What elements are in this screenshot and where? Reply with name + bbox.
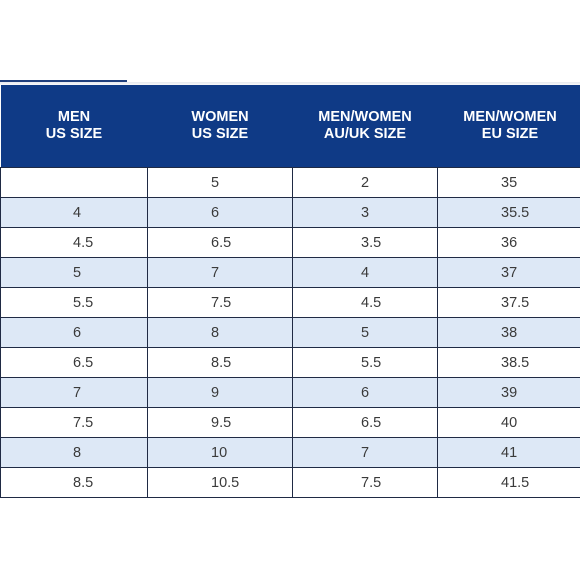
cell-women-us: 5	[147, 167, 293, 198]
cell-women-us: 6	[147, 197, 293, 228]
cell-eu: 37	[437, 257, 580, 288]
header-line: AU/UK SIZE	[323, 126, 407, 142]
header-au-uk-size: MEN/WOMEN AU/UK SIZE	[292, 85, 438, 168]
cell-women-us: 8.5	[147, 347, 293, 378]
header-line: MEN	[57, 109, 91, 125]
cell-au-uk: 5	[292, 317, 438, 348]
header-line: US SIZE	[191, 126, 249, 142]
cell-eu: 38	[437, 317, 580, 348]
cell-women-us: 10.5	[147, 467, 293, 498]
cell-eu: 37.5	[437, 287, 580, 318]
cell-au-uk: 4	[292, 257, 438, 288]
cell-women-us: 9.5	[147, 407, 293, 438]
table-row: 4 6 3 35.5	[0, 197, 580, 228]
cell-au-uk: 6	[292, 377, 438, 408]
header-women-us-size: WOMEN US SIZE	[147, 85, 293, 168]
cell-women-us: 8	[147, 317, 293, 348]
cell-men-us: 4	[0, 197, 148, 228]
cell-eu: 39	[437, 377, 580, 408]
top-rule	[0, 80, 127, 82]
cell-men-us: 5	[0, 257, 148, 288]
cell-women-us: 9	[147, 377, 293, 408]
header-line: MEN/WOMEN	[318, 109, 412, 125]
cell-au-uk: 4.5	[292, 287, 438, 318]
cell-women-us: 10	[147, 437, 293, 468]
table-body: 5 2 35 4 6 3 35.5 4.5 6.5 3.5 36 5 7 4 3…	[0, 167, 580, 498]
cell-men-us: 8.5	[0, 467, 148, 498]
header-line: US SIZE	[45, 126, 103, 142]
cell-au-uk: 2	[292, 167, 438, 198]
table-row: 5 2 35	[0, 167, 580, 198]
table-row: 6 8 5 38	[0, 317, 580, 348]
cell-men-us: 7.5	[0, 407, 148, 438]
cell-men-us	[0, 167, 148, 198]
header-line: EU SIZE	[481, 126, 539, 142]
header-eu-size: MEN/WOMEN EU SIZE	[437, 85, 580, 168]
table-row: 7 9 6 39	[0, 377, 580, 408]
cell-eu: 40	[437, 407, 580, 438]
table-header: MEN US SIZE WOMEN US SIZE MEN/WOMEN AU/U…	[0, 85, 580, 168]
cell-women-us: 6.5	[147, 227, 293, 258]
cell-eu: 41.5	[437, 467, 580, 498]
cell-au-uk: 7	[292, 437, 438, 468]
cell-women-us: 7	[147, 257, 293, 288]
cell-au-uk: 6.5	[292, 407, 438, 438]
cell-men-us: 5.5	[0, 287, 148, 318]
cell-au-uk: 3.5	[292, 227, 438, 258]
cell-au-uk: 3	[292, 197, 438, 228]
table-row: 8 10 7 41	[0, 437, 580, 468]
top-shadow	[0, 82, 580, 86]
cell-men-us: 7	[0, 377, 148, 408]
cell-eu: 35	[437, 167, 580, 198]
cell-au-uk: 7.5	[292, 467, 438, 498]
cell-eu: 36	[437, 227, 580, 258]
header-men-us-size: MEN US SIZE	[0, 85, 148, 168]
cell-women-us: 7.5	[147, 287, 293, 318]
header-row: MEN US SIZE WOMEN US SIZE MEN/WOMEN AU/U…	[0, 85, 580, 168]
table-row: 8.5 10.5 7.5 41.5	[0, 467, 580, 498]
table-row: 5 7 4 37	[0, 257, 580, 288]
cell-eu: 38.5	[437, 347, 580, 378]
cell-eu: 41	[437, 437, 580, 468]
cell-men-us: 6	[0, 317, 148, 348]
cell-men-us: 6.5	[0, 347, 148, 378]
table-row: 6.5 8.5 5.5 38.5	[0, 347, 580, 378]
cell-eu: 35.5	[437, 197, 580, 228]
cell-men-us: 8	[0, 437, 148, 468]
table-row: 5.5 7.5 4.5 37.5	[0, 287, 580, 318]
table-row: 7.5 9.5 6.5 40	[0, 407, 580, 438]
header-line: MEN/WOMEN	[463, 109, 557, 125]
cell-men-us: 4.5	[0, 227, 148, 258]
table-row: 4.5 6.5 3.5 36	[0, 227, 580, 258]
size-chart-table: MEN US SIZE WOMEN US SIZE MEN/WOMEN AU/U…	[0, 85, 580, 498]
header-line: WOMEN	[191, 109, 249, 125]
cell-au-uk: 5.5	[292, 347, 438, 378]
